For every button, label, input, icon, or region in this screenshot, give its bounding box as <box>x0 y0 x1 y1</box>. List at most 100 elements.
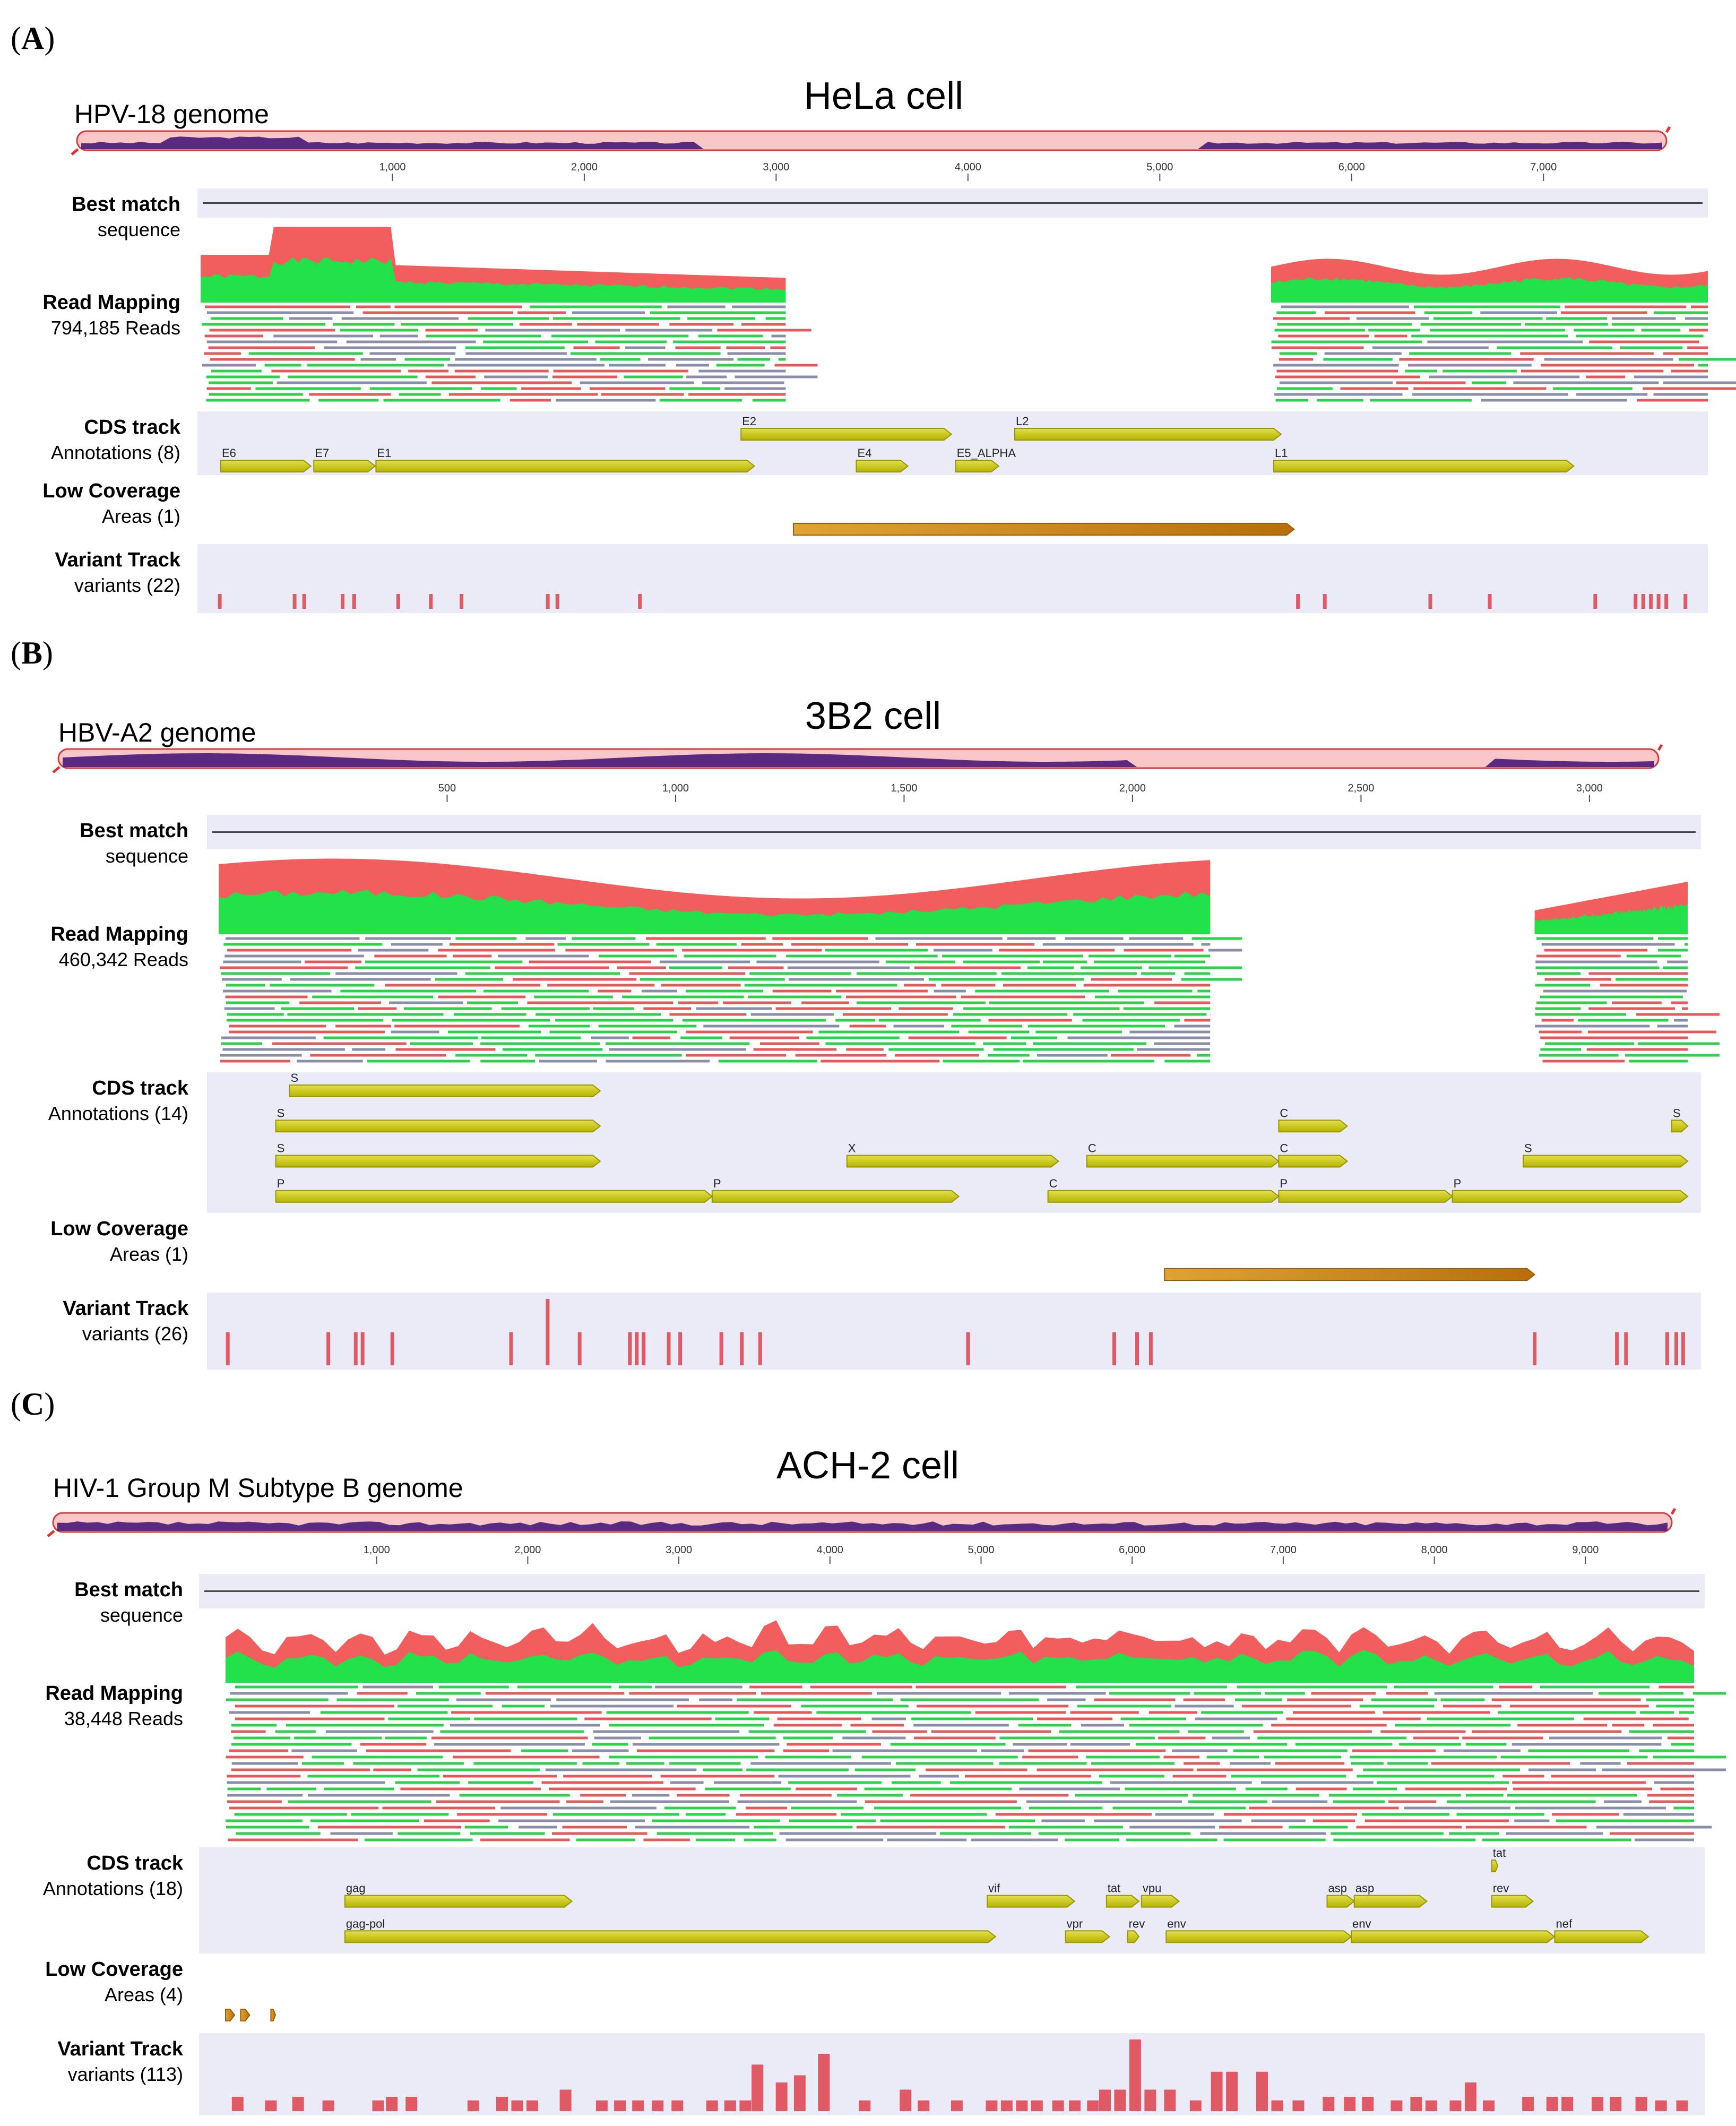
cds-feature <box>1278 1155 1349 1168</box>
variant-bar <box>429 594 433 609</box>
ruler: 500 1,000 1,500 2,000 2,500 3,000 <box>438 782 1603 802</box>
variant-bar <box>1593 594 1597 609</box>
cds-feature <box>987 1895 1076 1908</box>
track-label-cds: CDS track <box>92 1077 188 1099</box>
ruler: 1,000 2,000 3,000 4,000 5,000 6,000 7,000 <box>379 161 1557 181</box>
variant-bar <box>302 594 306 609</box>
variant-bar <box>292 594 297 609</box>
variant-bar <box>1488 594 1492 609</box>
track-sublabel-cds: Annotations (18) <box>43 1878 183 1899</box>
panel-title: HeLa cell <box>804 75 963 117</box>
variant-bar <box>859 2100 871 2112</box>
cds-feature <box>711 1190 960 1203</box>
ruler-label: 2,000 <box>514 1544 541 1556</box>
cds-feature <box>275 1190 713 1203</box>
variant-bar <box>1676 2100 1688 2112</box>
variant-bar <box>509 1332 513 1365</box>
variant-bar <box>467 2100 479 2112</box>
ruler-label: 1,500 <box>891 782 917 794</box>
cds-label: rev <box>1493 1882 1509 1895</box>
variant-bar <box>372 2100 384 2112</box>
variant-bar <box>1271 2100 1283 2112</box>
panel-letter-text: B <box>21 635 42 670</box>
variant-bar <box>1323 2097 1335 2111</box>
panel-letter: (C) <box>11 1387 55 1422</box>
track-label-low-cov: Low Coverage <box>42 480 180 502</box>
coverage-forward <box>201 257 786 303</box>
variant-bar <box>1681 1332 1685 1365</box>
cds-feature <box>1523 1155 1689 1168</box>
cds-label: S <box>277 1106 285 1120</box>
variant-bar <box>1522 2097 1534 2111</box>
variant-bar <box>724 2100 736 2112</box>
variant-bar <box>1069 2100 1081 2112</box>
ruler-label: 5,000 <box>968 1544 994 1556</box>
variant-bar <box>1665 1332 1669 1365</box>
ruler-label: 4,000 <box>955 161 981 173</box>
cds-feature <box>1554 1930 1649 1943</box>
track-sublabel-read-mapping: 38,448 Reads <box>64 1708 183 1729</box>
variant-track <box>207 1293 1701 1370</box>
cds-label: tat <box>1108 1882 1120 1895</box>
ruler-label: 6,000 <box>1119 1544 1145 1556</box>
ruler-label: 5,000 <box>1146 161 1173 173</box>
variant-bar <box>1546 2097 1558 2111</box>
track-sublabel-best-match: sequence <box>98 219 180 240</box>
variant-bar <box>1410 2097 1422 2111</box>
variant-bar <box>667 1332 671 1365</box>
track-sublabel-cds: Annotations (14) <box>48 1103 188 1124</box>
genome-bar-ends <box>71 126 1671 156</box>
track-label-cds: CDS track <box>87 1852 183 1874</box>
paren-close: ) <box>44 21 55 56</box>
cds-label: P <box>713 1177 721 1190</box>
panel-letter-text: C <box>21 1387 44 1422</box>
variant-bar <box>614 2100 626 2112</box>
cds-feature <box>1278 1120 1349 1133</box>
panel-title: ACH-2 cell <box>776 1444 959 1487</box>
cds-label: E5_ALPHA <box>957 446 1016 460</box>
variant-bar <box>396 594 400 609</box>
cds-label: C <box>1280 1106 1288 1120</box>
genome-overview-coverage <box>81 136 1662 149</box>
track-sublabel-low-cov: Areas (1) <box>102 505 180 527</box>
variant-bar <box>1164 2089 1176 2111</box>
track-label-variant: Variant Track <box>57 2038 183 2060</box>
variant-bar <box>1031 2100 1043 2112</box>
variant-bar <box>632 2100 644 2112</box>
variant-bar <box>1292 2100 1305 2112</box>
track-label-best-match: Best match <box>74 1579 183 1601</box>
genome-name: HPV-18 genome <box>74 99 269 129</box>
cds-feature <box>220 460 312 472</box>
variant-bar <box>1592 2097 1604 2111</box>
cds-label: tat <box>1493 1846 1506 1860</box>
cds-label: vpr <box>1067 1917 1083 1930</box>
variant-bar <box>1624 1332 1628 1365</box>
panel-letter: (A) <box>11 21 55 56</box>
cds-feature <box>289 1084 601 1097</box>
low-coverage-area <box>225 2009 236 2021</box>
variant-bar <box>986 2100 998 2112</box>
track-sublabel-low-cov: Areas (1) <box>110 1243 188 1265</box>
variant-bar <box>360 1332 365 1365</box>
cds-feature <box>1491 1895 1534 1908</box>
variant-bar <box>1533 1332 1537 1365</box>
cds-feature <box>1491 1860 1499 1872</box>
variant-bar <box>1144 2089 1156 2111</box>
variant-bar <box>758 1332 762 1365</box>
cds-label: L1 <box>1275 446 1288 460</box>
cds-feature <box>313 460 376 472</box>
ruler-label: 6,000 <box>1338 161 1365 173</box>
cds-label: C <box>1088 1142 1096 1155</box>
track-label-low-cov: Low Coverage <box>50 1218 188 1240</box>
track-label-read-mapping: Read Mapping <box>45 1682 183 1705</box>
variant-bar <box>818 2054 830 2111</box>
low-coverage-area <box>1164 1268 1536 1281</box>
variant-bar <box>322 2100 334 2112</box>
panel-a: (A) HeLa cell HPV-18 genome 1,000 2,000 3,000… <box>11 21 1736 613</box>
cds-feature <box>344 1930 997 1943</box>
variant-bar <box>1683 594 1688 609</box>
variant-bar <box>595 2100 608 2112</box>
variant-bar <box>231 2097 244 2111</box>
track-label-best-match: Best match <box>72 193 180 216</box>
